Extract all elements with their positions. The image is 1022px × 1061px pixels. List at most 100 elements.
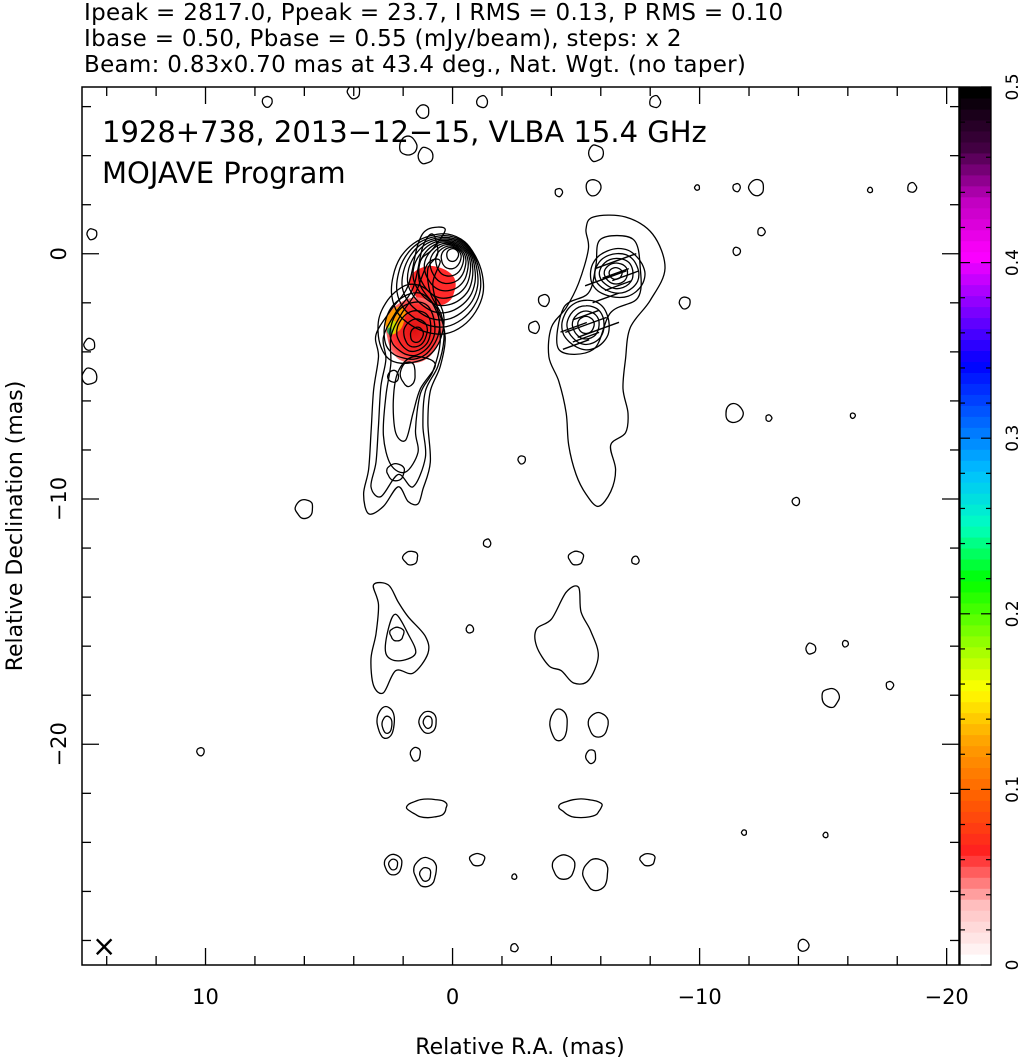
colorbar-band xyxy=(960,207,991,220)
colorbar-band xyxy=(960,306,991,319)
colorbar-tick-label: 0 xyxy=(1003,960,1022,971)
pol-peak-contour xyxy=(603,262,629,285)
noise-contour xyxy=(517,455,527,465)
jet-outer-contour xyxy=(362,226,446,515)
pol-peak-contour xyxy=(608,266,623,280)
colorbar-band xyxy=(960,317,991,330)
colorbar-band xyxy=(960,515,991,527)
y-tick-labels: 0 −10 −20 xyxy=(47,247,71,766)
noise-contour xyxy=(907,181,918,193)
noise-contour xyxy=(527,320,541,335)
colorbar-band xyxy=(960,350,991,362)
colorbar-band xyxy=(960,438,991,450)
noise-contour xyxy=(805,642,817,655)
colorbar-band xyxy=(960,954,991,966)
colorbar-band xyxy=(960,97,991,110)
evpa-tick xyxy=(602,267,630,279)
colorbar-band xyxy=(960,526,991,538)
colorbar-band xyxy=(960,635,991,648)
core-contour xyxy=(406,238,477,314)
diffuse-contour xyxy=(370,581,430,695)
core-contour xyxy=(401,236,479,321)
header-line-3: Beam: 0.83x0.70 mas at 43.4 deg., Nat. W… xyxy=(84,52,747,78)
colorbar-band xyxy=(960,361,991,373)
colorbar-band xyxy=(960,504,991,516)
noise-contour xyxy=(585,179,602,197)
noise-contour xyxy=(797,938,810,952)
colorbar-band xyxy=(960,767,991,780)
colorbar-band xyxy=(960,899,991,911)
core-contour xyxy=(395,234,482,328)
jet-mid-contour xyxy=(370,233,445,498)
pol-knot-contour xyxy=(577,315,595,335)
program-label: MOJAVE Program xyxy=(102,156,346,190)
noise-contour xyxy=(732,246,742,257)
colorbar-band xyxy=(960,668,991,681)
diffuse-contour xyxy=(387,858,399,871)
colorbar-band xyxy=(960,833,991,845)
colorbar-tick-label: 0.1 xyxy=(1003,776,1022,803)
noise-contour xyxy=(866,186,874,194)
colorbar-band xyxy=(960,185,991,198)
noise-contour xyxy=(510,942,519,953)
knot-contour xyxy=(403,318,429,348)
evpa-tick xyxy=(594,252,637,270)
core-contour xyxy=(429,243,467,285)
colorbar-band xyxy=(960,493,991,505)
noise-contour xyxy=(757,226,766,237)
colorbar-band xyxy=(960,174,991,187)
colorbar-band xyxy=(960,789,991,801)
header-line-2: Ibase = 0.50, Pbase = 0.55 (mJy/beam), s… xyxy=(84,26,682,52)
colorbar-band xyxy=(960,339,991,351)
colorbar-band xyxy=(960,460,991,472)
noise-contours xyxy=(82,87,918,953)
colorbar-tick-label: 0.2 xyxy=(1003,600,1022,627)
noise-contour xyxy=(693,184,701,191)
colorbar-tick-label: 0.5 xyxy=(1003,73,1022,100)
colorbar-band xyxy=(960,87,991,99)
noise-contour xyxy=(732,182,741,193)
evpa-tick xyxy=(612,270,639,282)
colorbar-band xyxy=(960,822,991,834)
colorbar-tick-label: 0.4 xyxy=(1003,249,1022,276)
axis-ticks xyxy=(82,87,959,965)
colorbar-tick-label: 0.3 xyxy=(1003,425,1022,452)
pol-diffuse-contour xyxy=(587,711,609,738)
polarized-contours xyxy=(534,214,666,892)
intensity-contours xyxy=(362,226,486,888)
diffuse-contour xyxy=(405,798,448,819)
noise-contour xyxy=(196,747,205,757)
colorbar-band xyxy=(960,119,991,132)
colorbar-band xyxy=(960,602,991,615)
pol-knot-contour xyxy=(561,299,610,351)
colorbar-ticks xyxy=(960,86,991,966)
noise-contour xyxy=(417,146,434,165)
core-contour xyxy=(446,247,460,263)
x-axis-label: Relative R.A. (mas) xyxy=(415,1035,624,1060)
core-contour xyxy=(412,239,474,307)
y-tick-label: 0 xyxy=(47,247,71,260)
colorbar-band xyxy=(960,141,991,154)
colorbar-band xyxy=(960,218,991,231)
colorbar-band xyxy=(960,723,991,736)
colorbar-band xyxy=(960,657,991,670)
x-tick-labels: 10 0 −10 −20 xyxy=(192,985,969,1009)
colorbar-band xyxy=(960,383,991,395)
evpa-tick xyxy=(572,309,600,321)
noise-contour xyxy=(475,94,489,109)
knot-contour xyxy=(409,326,425,344)
colorbar-band xyxy=(960,932,991,944)
noise-contour xyxy=(511,873,518,880)
colorbar-band xyxy=(960,756,991,769)
colorbar-band xyxy=(960,800,991,812)
colorbar-band xyxy=(960,943,991,955)
colorbar-band xyxy=(960,471,991,483)
colorbar-band xyxy=(960,394,991,406)
jet-knot-contour xyxy=(386,462,406,482)
pol-knot-contour xyxy=(566,305,605,346)
evpa-tick xyxy=(572,331,600,343)
diffuse-contour xyxy=(384,613,417,662)
jet-inner-contour xyxy=(382,258,442,474)
diffuse-contour xyxy=(381,715,393,735)
pol-peak-contour xyxy=(589,247,646,299)
